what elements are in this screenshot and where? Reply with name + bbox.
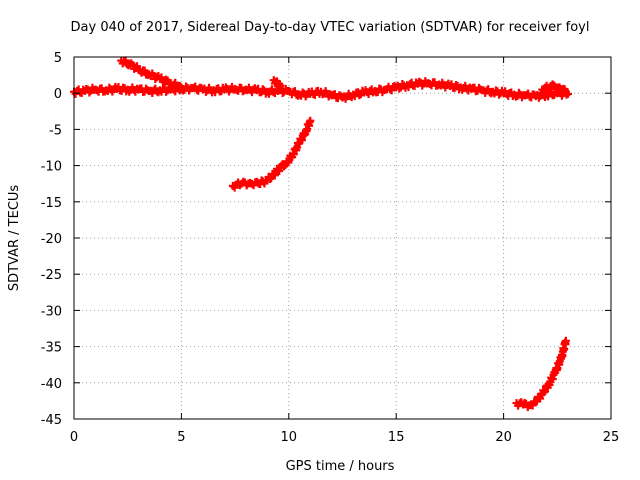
data-point xyxy=(162,87,171,96)
y-tick-label: -40 xyxy=(41,377,62,392)
data-point xyxy=(157,73,166,82)
x-tick-label: 15 xyxy=(388,430,405,445)
data-point xyxy=(306,116,315,125)
data-point xyxy=(175,81,184,90)
x-axis-label: GPS time / hours xyxy=(286,459,395,474)
y-tick-label: -30 xyxy=(41,304,62,319)
series-spike-9h xyxy=(269,76,287,94)
y-axis-label: SDTVAR / TECUs xyxy=(7,185,22,292)
data-points xyxy=(70,56,573,412)
y-tick-label: -15 xyxy=(41,196,62,211)
series-small-loop-22h xyxy=(538,80,570,96)
series-late-rising-track xyxy=(512,336,570,412)
y-tick-label: 0 xyxy=(54,87,62,102)
y-tick-label: 5 xyxy=(54,51,62,66)
data-point xyxy=(177,83,186,92)
data-point xyxy=(355,91,364,100)
data-point xyxy=(278,84,287,93)
y-tick-label: -10 xyxy=(41,160,62,175)
y-tick-label: -35 xyxy=(41,341,62,356)
x-tick-label: 10 xyxy=(281,430,298,445)
series-main-track xyxy=(70,77,573,103)
y-tick-label: -5 xyxy=(49,123,62,138)
x-tick-label: 20 xyxy=(495,430,512,445)
y-axis-ticks: 5 0 -5 -10 -15 -20 -25 -30 -35 -40 -45 xyxy=(41,51,611,428)
x-tick-label: 0 xyxy=(70,430,78,445)
series-early-drop-track xyxy=(117,56,186,93)
x-tick-label: 5 xyxy=(177,430,185,445)
data-point xyxy=(140,66,149,75)
data-point xyxy=(561,87,570,96)
x-axis-ticks: 0 5 10 15 20 25 xyxy=(70,57,619,445)
chart-title: Day 040 of 2017, Sidereal Day-to-day VTE… xyxy=(71,20,590,35)
y-tick-label: -20 xyxy=(41,232,62,247)
data-point xyxy=(561,336,570,345)
grid xyxy=(74,57,611,419)
series-rising-track xyxy=(228,116,315,192)
data-point xyxy=(258,85,267,94)
y-tick-label: -45 xyxy=(41,413,62,428)
x-tick-label: 25 xyxy=(603,430,620,445)
y-tick-label: -25 xyxy=(41,268,62,283)
